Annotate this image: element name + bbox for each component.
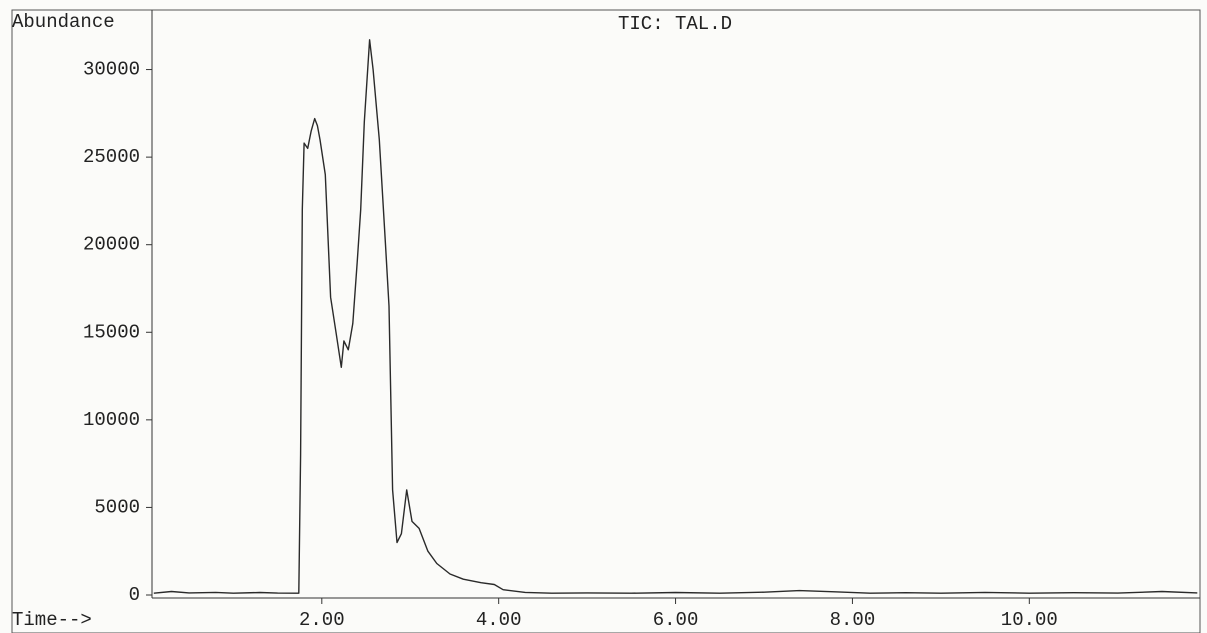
x-axis-label: Time--> <box>12 609 92 631</box>
y-tick-label: 5000 <box>94 496 140 518</box>
y-tick-label: 0 <box>129 584 140 606</box>
tic-trace <box>153 39 1198 594</box>
y-axis-label: Abundance <box>12 11 115 33</box>
frame <box>11 9 1201 633</box>
y-tick-label: 10000 <box>83 409 140 431</box>
y-tick-label: 30000 <box>83 59 140 81</box>
x-tick-label: 6.00 <box>653 609 699 631</box>
x-tick-label: 2.00 <box>299 609 345 631</box>
chart-title: TIC: TAL.D <box>618 13 732 35</box>
y-tick-label: 25000 <box>83 146 140 168</box>
x-tick-label: 4.00 <box>476 609 522 631</box>
y-tick-label: 15000 <box>83 321 140 343</box>
x-tick-label: 10.00 <box>1001 609 1058 631</box>
y-tick-label: 20000 <box>83 234 140 256</box>
x-tick-label: 8.00 <box>830 609 876 631</box>
